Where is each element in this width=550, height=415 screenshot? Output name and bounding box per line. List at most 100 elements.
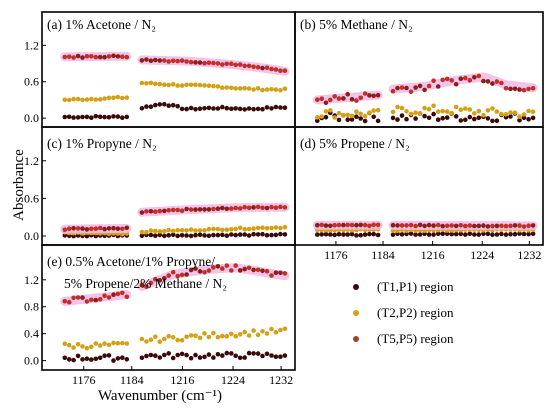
point-d-t1-0-10 bbox=[358, 232, 364, 238]
point-a-t2-1-15 bbox=[206, 83, 212, 88]
point-b-t1-0-2 bbox=[323, 114, 329, 120]
point-d-t1-0-2 bbox=[323, 231, 329, 237]
point-c-t1-1-12 bbox=[193, 232, 198, 238]
point-c-t1-1-22 bbox=[237, 232, 243, 237]
point-e-t5-1-14 bbox=[202, 270, 207, 275]
point-c-t5-0-7 bbox=[93, 226, 99, 231]
point-a-t5-1-1 bbox=[144, 57, 149, 62]
ytick-label-c-2: 1.2 bbox=[24, 154, 39, 168]
panel-e-title-line1: (e) 0.5% Acetone/1% Propyne/ bbox=[47, 254, 215, 269]
point-b-t1-1-3 bbox=[404, 116, 409, 122]
point-d-t5-1-30 bbox=[526, 223, 531, 228]
point-b-t2-0-12 bbox=[367, 110, 372, 115]
point-a-t1-1-0 bbox=[139, 106, 145, 111]
point-b-t2-0-10 bbox=[358, 111, 364, 117]
ytick-label-a-1: 0.6 bbox=[24, 75, 39, 89]
point-d-t1-1-29 bbox=[521, 231, 527, 237]
point-d-t5-1-21 bbox=[485, 224, 491, 229]
point-a-t5-0-6 bbox=[89, 54, 94, 59]
point-b-t1-0-13 bbox=[371, 114, 377, 120]
point-a-t1-1-26 bbox=[255, 106, 261, 112]
point-a-t2-1-27 bbox=[260, 87, 265, 93]
point-e-t2-0-5 bbox=[84, 345, 90, 351]
panel-e-frame bbox=[41, 244, 296, 371]
point-c-t1-1-23 bbox=[242, 232, 247, 237]
point-b-t1-1-19 bbox=[476, 115, 482, 121]
point-b-t2-1-19 bbox=[476, 108, 482, 114]
point-b-t2-1-2 bbox=[399, 105, 405, 111]
point-d-t1-1-13 bbox=[449, 231, 455, 237]
point-c-t5-1-7 bbox=[170, 207, 176, 213]
panel-c: 0.0 0.6 1.2 (c) 1% Propyne / N₂ bbox=[24, 126, 296, 246]
point-c-t5-1-0 bbox=[139, 210, 145, 215]
point-e-t2-0-4 bbox=[80, 344, 85, 349]
point-e-t2-0-3 bbox=[75, 342, 81, 347]
point-e-t1-0-7 bbox=[93, 356, 99, 362]
point-c-t2-1-9 bbox=[179, 227, 185, 233]
point-e-t2-1-8 bbox=[175, 337, 180, 343]
point-a-t5-1-27 bbox=[260, 65, 265, 71]
point-c-t1-1-14 bbox=[202, 233, 207, 238]
point-c-t2-1-21 bbox=[233, 226, 238, 232]
point-e-t1-1-6 bbox=[166, 351, 171, 356]
point-a-t5-0-9 bbox=[102, 54, 107, 60]
point-a-t1-0-7 bbox=[93, 113, 99, 119]
point-b-t2-0-11 bbox=[362, 113, 368, 119]
ytick-label-a-0: 0.0 bbox=[24, 111, 39, 125]
point-e-t2-0-12 bbox=[115, 341, 121, 346]
point-c-t1-1-18 bbox=[220, 232, 225, 238]
point-a-t2-0-7 bbox=[93, 97, 99, 102]
point-b-t5-1-21 bbox=[485, 79, 491, 84]
point-e-t2-0-7 bbox=[93, 341, 99, 346]
point-c-t5-0-6 bbox=[89, 226, 94, 232]
point-b-t5-1-24 bbox=[499, 80, 504, 86]
point-b-t5-1-0 bbox=[390, 88, 396, 94]
point-c-t2-1-32 bbox=[282, 224, 288, 230]
point-d-t5-1-5 bbox=[413, 223, 418, 229]
point-b-t2-1-8 bbox=[426, 106, 432, 112]
point-e-t1-0-5 bbox=[84, 356, 90, 362]
point-e-t5-1-20 bbox=[229, 268, 234, 273]
point-c-t1-1-9 bbox=[179, 233, 185, 238]
point-b-t1-1-14 bbox=[453, 114, 459, 119]
point-e-t2-0-13 bbox=[120, 340, 125, 346]
point-a-t2-1-12 bbox=[193, 82, 198, 88]
point-d-t1-1-12 bbox=[444, 231, 450, 236]
point-b-t5-1-8 bbox=[426, 83, 432, 89]
point-b-t1-0-10 bbox=[358, 116, 364, 121]
point-c-t1-1-8 bbox=[175, 233, 180, 239]
point-c-t5-0-13 bbox=[120, 226, 125, 232]
point-c-t5-1-18 bbox=[220, 205, 225, 211]
point-a-t5-1-24 bbox=[246, 63, 252, 69]
point-c-t2-1-29 bbox=[269, 225, 274, 231]
point-e-t1-1-15 bbox=[206, 352, 212, 357]
point-e-t1-0-11 bbox=[111, 358, 116, 363]
point-c-t5-0-2 bbox=[71, 226, 76, 231]
point-e-t2-0-11 bbox=[111, 340, 116, 346]
point-a-t5-1-31 bbox=[278, 68, 283, 73]
point-d-t1-1-8 bbox=[426, 232, 432, 237]
point-d-t5-1-20 bbox=[481, 223, 486, 228]
point-c-t2-1-0 bbox=[139, 229, 145, 235]
point-b-t5-0-4 bbox=[332, 94, 338, 99]
point-b-t2-0-8 bbox=[349, 113, 355, 119]
point-e-t1-1-18 bbox=[220, 353, 225, 358]
panel-b: (b) 5% Methane / N₂ bbox=[294, 11, 544, 128]
point-a-t1-1-29 bbox=[269, 106, 274, 111]
point-c-t5-1-15 bbox=[206, 207, 212, 212]
point-e-t1-1-2 bbox=[148, 352, 154, 358]
point-c-t5-1-13 bbox=[197, 207, 203, 212]
point-a-t5-0-8 bbox=[97, 54, 103, 60]
point-e-t1-1-1 bbox=[144, 353, 149, 359]
point-e-t5-0-13 bbox=[120, 290, 125, 296]
point-e-t2-1-1 bbox=[144, 339, 149, 344]
point-b-t1-0-5 bbox=[336, 117, 342, 123]
point-a-t1-1-6 bbox=[166, 103, 171, 108]
point-d-t1-0-8 bbox=[349, 231, 355, 237]
point-c-t5-1-20 bbox=[229, 206, 234, 211]
point-b-t2-1-31 bbox=[530, 109, 536, 115]
point-a-t5-1-10 bbox=[184, 59, 189, 64]
point-b-t2-1-22 bbox=[490, 106, 495, 111]
point-c-t1-1-25 bbox=[251, 231, 256, 237]
point-c-t5-0-4 bbox=[80, 226, 85, 231]
